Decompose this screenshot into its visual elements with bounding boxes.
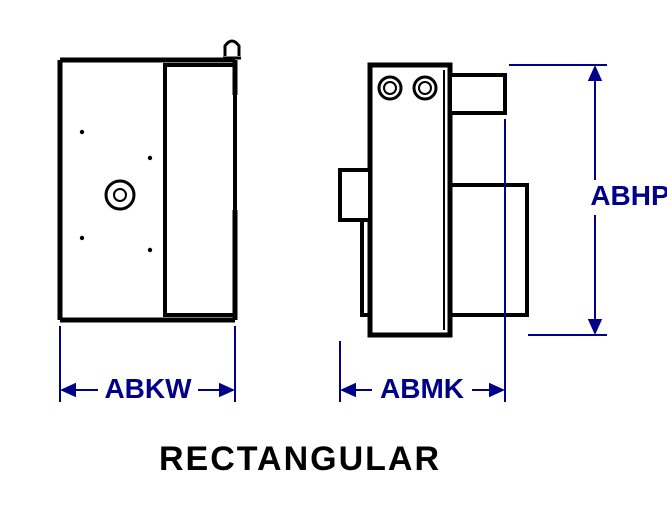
diagram-title: RECTANGULAR <box>159 440 441 478</box>
dim-abhp-label: ABHP <box>590 180 667 211</box>
dim-abkw-label: ABKW <box>104 373 192 404</box>
left-view <box>60 41 241 402</box>
right-view <box>340 65 607 402</box>
dim-abmk-label: ABMK <box>380 373 464 404</box>
